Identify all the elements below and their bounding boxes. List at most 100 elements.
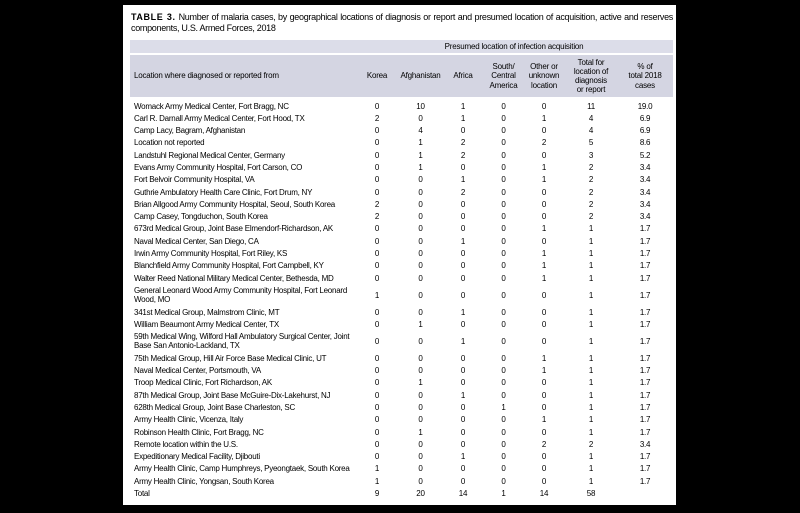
value-cell: 0 xyxy=(418,236,423,246)
value-cell: 0 xyxy=(541,236,547,246)
table-row: Landstuhl Regional Medical Center, Germa… xyxy=(130,149,673,161)
value-cell: 0 xyxy=(501,261,506,271)
value-cell: 0 xyxy=(541,476,547,486)
value-cell: 0 xyxy=(541,464,547,474)
value-cell: 1.7 xyxy=(639,273,651,283)
value-cell: 2 xyxy=(374,113,380,123)
value-cell: 0 xyxy=(460,261,466,271)
value-cell: 1 xyxy=(541,261,547,271)
spanner-empty-cell xyxy=(130,40,355,55)
value-cell: 9 xyxy=(374,489,380,498)
value-cell: 1.7 xyxy=(639,353,651,363)
column-header-row: Location where diagnosed or reported fro… xyxy=(130,54,673,100)
value-cell: 3.4 xyxy=(639,175,651,185)
value-cell: 1.7 xyxy=(639,452,651,462)
value-cell: 1 xyxy=(588,273,594,283)
value-cell: 0 xyxy=(501,126,506,136)
value-cell: 0 xyxy=(460,212,466,222)
value-cell: 0 xyxy=(501,138,506,148)
value-cell: 1.7 xyxy=(639,427,651,437)
location-cell: Army Health Clinic, Camp Humphreys, Pyeo… xyxy=(134,464,350,474)
value-cell: 0 xyxy=(460,273,466,283)
value-cell: 3.4 xyxy=(639,212,651,222)
value-cell: 0 xyxy=(501,290,506,300)
value-cell: 0 xyxy=(418,175,423,185)
table-row: Walter Reed National Military Medical Ce… xyxy=(130,272,673,284)
value-cell: 1 xyxy=(374,464,380,474)
value-cell: 0 xyxy=(460,402,466,412)
value-cell: 0 xyxy=(460,249,466,259)
value-cell: 1 xyxy=(460,307,466,317)
table-row: William Beaumont Army Medical Center, TX… xyxy=(130,318,673,330)
value-cell: 0 xyxy=(418,212,423,222)
value-cell: 0 xyxy=(541,336,547,346)
value-cell: 1.7 xyxy=(639,378,651,388)
value-cell: 0 xyxy=(418,307,423,317)
location-cell: 628th Medical Group, Joint Base Charlest… xyxy=(134,402,296,412)
value-cell: 0 xyxy=(460,464,466,474)
table-row: General Leonard Wood Army Community Hosp… xyxy=(130,284,673,306)
table-row: Robinson Health Clinic, Fort Bragg, NC 0 1… xyxy=(130,426,673,438)
table-row: Fort Belvoir Community Hospital, VA 0 0 1 0 1… xyxy=(130,174,673,186)
table-row: Army Health Clinic, Vicenza, Italy 0 0 0 0 1 1… xyxy=(130,414,673,426)
value-cell: 0 xyxy=(501,187,506,197)
value-cell: 2 xyxy=(588,199,594,209)
value-cell: 0 xyxy=(418,224,423,234)
table-row: Carl R. Darnall Army Medical Center, For… xyxy=(130,112,673,124)
table-header: Presumed location of infection acquisiti… xyxy=(130,40,673,100)
spanner-header-row: Presumed location of infection acquisiti… xyxy=(130,40,673,55)
value-cell: 1.7 xyxy=(639,261,651,271)
value-cell: 0 xyxy=(460,415,466,425)
value-cell: 0 xyxy=(541,378,547,388)
value-cell: 58 xyxy=(586,489,596,498)
location-cell: Guthrie Ambulatory Health Care Clinic, F… xyxy=(134,187,313,197)
value-cell: 3.4 xyxy=(639,187,651,197)
value-cell: 0 xyxy=(501,212,506,222)
value-cell: 0 xyxy=(374,150,380,160)
value-cell: 1 xyxy=(501,489,506,498)
table-row: 673rd Medical Group, Joint Base Elmendor… xyxy=(130,223,673,235)
value-cell: 0 xyxy=(418,452,423,462)
table-row: Womack Army Medical Center, Fort Bragg, … xyxy=(130,99,673,113)
value-cell: 14 xyxy=(458,489,468,498)
value-cell: 14 xyxy=(539,489,549,498)
value-cell: 2 xyxy=(588,187,594,197)
table-row: Army Health Clinic, Camp Humphreys, Pyeo… xyxy=(130,463,673,475)
table-number-label: TABLE 3. xyxy=(131,12,176,22)
value-cell: 1.7 xyxy=(639,249,651,259)
location-cell: Irwin Army Community Hospital, Fort Rile… xyxy=(134,249,288,259)
value-cell: 0 xyxy=(374,162,380,172)
value-cell: 4 xyxy=(588,126,594,136)
table-row: Camp Lacy, Bagram, Afghanistan 0 4 0 0 0 4 6.9 xyxy=(130,125,673,137)
value-cell: 0 xyxy=(541,187,547,197)
value-cell: 0 xyxy=(418,199,423,209)
value-cell: 1.7 xyxy=(639,390,651,400)
value-cell: 4 xyxy=(418,126,423,136)
value-cell: 1 xyxy=(588,378,594,388)
value-cell: 20 xyxy=(416,489,425,498)
table-row: Blanchfield Army Community Hospital, For… xyxy=(130,260,673,272)
table-row: Expeditionary Medical Facility, Djibouti… xyxy=(130,451,673,463)
value-cell: 0 xyxy=(541,390,547,400)
value-cell: 0 xyxy=(374,138,380,148)
value-cell: 1 xyxy=(460,336,466,346)
value-cell: 1.7 xyxy=(639,366,651,376)
location-cell: Landstuhl Regional Medical Center, Germa… xyxy=(134,150,285,160)
value-cell: 0 xyxy=(501,353,506,363)
value-cell: 1 xyxy=(418,138,423,148)
value-cell: 0 xyxy=(501,439,506,449)
value-cell: 11 xyxy=(587,101,595,111)
journal-page: TABLE 3. Number of malaria cases, by geog… xyxy=(123,5,676,505)
value-cell: 0 xyxy=(374,261,380,271)
value-cell: 1.7 xyxy=(639,476,651,486)
location-cell: 87th Medical Group, Joint Base McGuire-D… xyxy=(134,390,331,400)
value-cell: 0 xyxy=(374,390,380,400)
value-cell: 0 xyxy=(418,439,423,449)
value-cell: 8.6 xyxy=(639,138,651,148)
value-cell: 0 xyxy=(460,476,466,486)
value-cell: 0 xyxy=(418,261,423,271)
table-row: Irwin Army Community Hospital, Fort Rile… xyxy=(130,248,673,260)
value-cell: 0 xyxy=(418,464,423,474)
value-cell: 0 xyxy=(501,307,506,317)
value-cell: 1 xyxy=(588,402,594,412)
